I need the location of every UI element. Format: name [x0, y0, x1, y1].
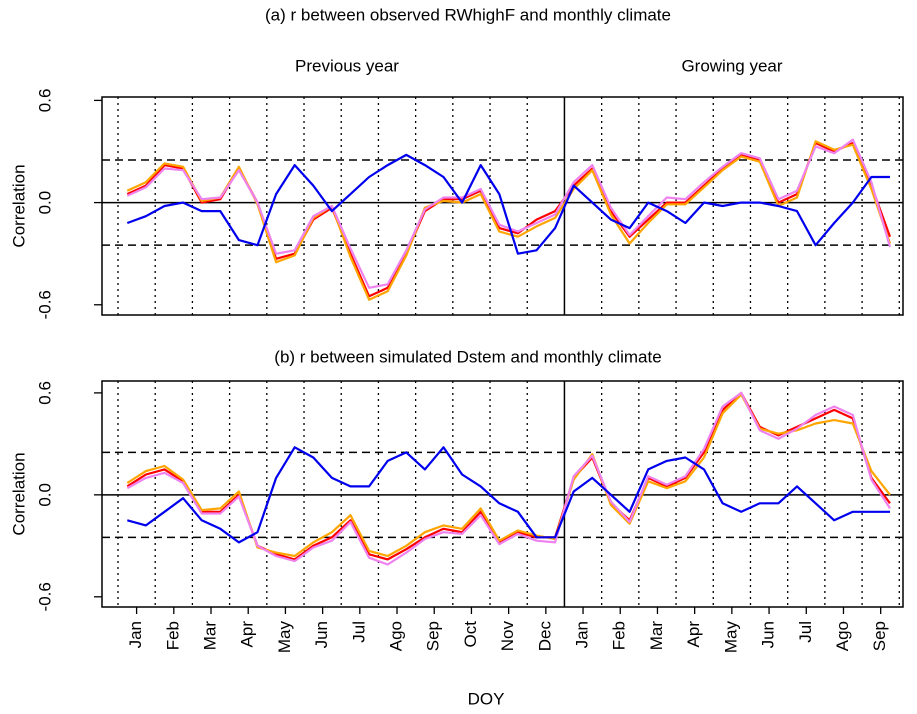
x-tick-label: Mar [200, 621, 219, 651]
y-tick-label: 0.0 [35, 191, 54, 215]
x-tick-label: Oct [461, 621, 480, 648]
series-line [126, 391, 891, 566]
annotation: Previous year [295, 56, 399, 75]
x-tick-label: May [275, 621, 294, 654]
y-tick-label: 0.0 [35, 483, 54, 507]
x-tick-label: Jan [573, 621, 592, 648]
x-tick-label: Mar [647, 621, 666, 651]
y-axis-label: Correlation [9, 164, 28, 247]
x-tick-label: Feb [163, 621, 182, 650]
y-tick-label: -0.6 [35, 290, 54, 319]
x-axis-label: DOY [468, 689, 505, 708]
x-tick-label: Sep [424, 621, 443, 651]
x-tick-label: Jul [796, 621, 815, 643]
series-line [126, 138, 892, 289]
x-tick-label: Dec [535, 621, 554, 652]
y-tick-label: 0.6 [35, 89, 54, 113]
plot-frame [101, 96, 904, 316]
y-tick-label: -0.6 [35, 582, 54, 611]
series-line [126, 141, 892, 298]
panel-title: (b) r between simulated Dstem and monthl… [274, 347, 661, 366]
x-tick-label: Apr [238, 621, 257, 648]
y-axis-label: Correlation [9, 452, 28, 535]
x-tick-label: Jan [126, 621, 145, 648]
x-tick-label: Ago [833, 621, 852, 651]
x-tick-label: Jun [759, 621, 778, 648]
series-line [127, 446, 890, 544]
x-tick-label: Ago [387, 621, 406, 651]
annotation: Growing year [681, 56, 782, 75]
x-tick-label: Feb [610, 621, 629, 650]
plot-frame [101, 380, 904, 608]
x-tick-label: Sep [870, 621, 889, 651]
series-line [126, 153, 890, 255]
x-tick-label: Apr [684, 621, 703, 648]
x-tick-label: Jul [349, 621, 368, 643]
y-tick-label: 0.6 [35, 381, 54, 405]
x-tick-label: May [721, 621, 740, 654]
x-tick-label: Jun [312, 621, 331, 648]
series-line [126, 393, 891, 558]
x-tick-label: Nov [498, 621, 517, 652]
panel-title: (a) r between observed RWhighF and month… [265, 5, 671, 24]
